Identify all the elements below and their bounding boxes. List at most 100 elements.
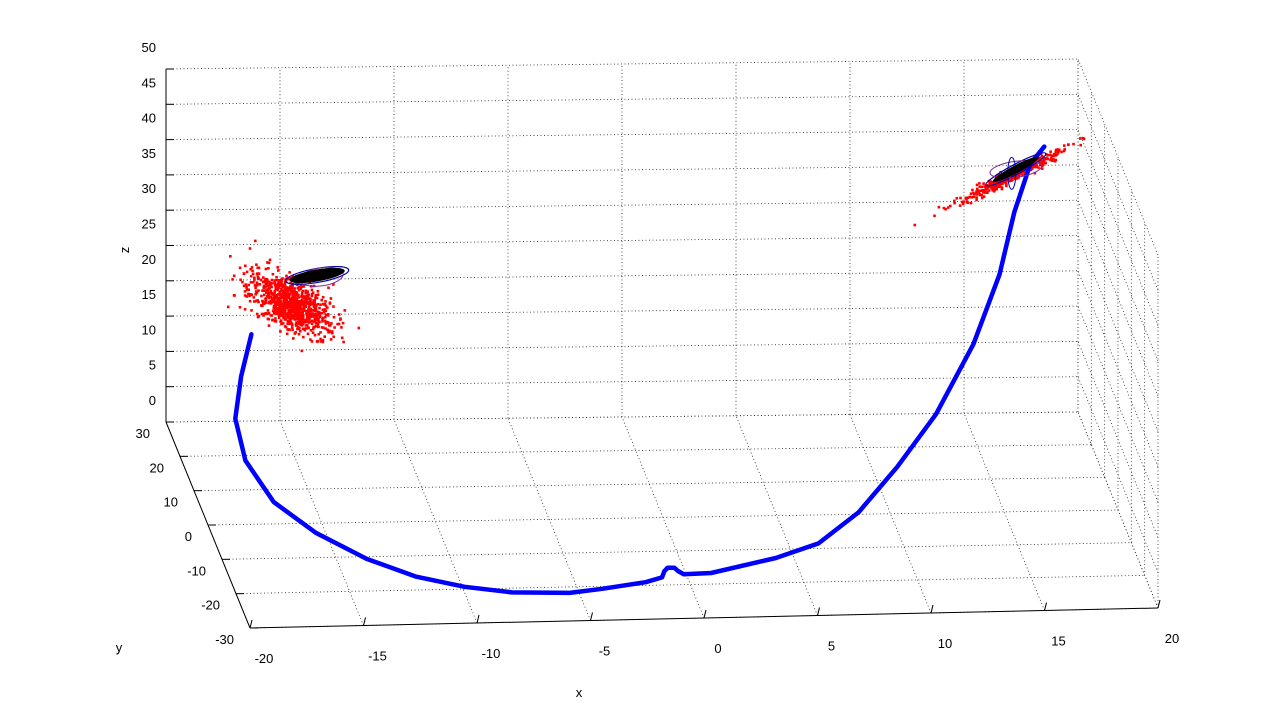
side-gridline-z xyxy=(1077,164,1159,362)
particle-point xyxy=(290,286,294,290)
particle-point xyxy=(275,294,278,297)
particle-point xyxy=(1050,154,1053,157)
particle-point xyxy=(324,304,328,308)
particle-point xyxy=(281,291,285,294)
particle-point xyxy=(997,173,1001,176)
particle-point xyxy=(984,191,987,194)
particle-point xyxy=(321,302,325,306)
particle-point xyxy=(267,267,270,270)
particle-point xyxy=(262,289,266,293)
particle-point xyxy=(316,310,320,314)
particle-point xyxy=(313,301,317,304)
particle-point xyxy=(285,300,288,304)
particle-point xyxy=(1063,148,1066,151)
particle-point xyxy=(262,312,266,316)
particle-point xyxy=(978,185,982,188)
particle-point xyxy=(293,287,296,290)
particle-point xyxy=(282,289,286,292)
particle-point xyxy=(257,266,261,270)
particle-point xyxy=(275,312,279,316)
particle-point xyxy=(287,295,291,298)
particle-point xyxy=(309,309,313,312)
particle-point xyxy=(321,295,325,299)
particle-point xyxy=(317,317,320,320)
particle-point xyxy=(326,306,329,309)
particle-point xyxy=(972,195,976,199)
particle-point xyxy=(331,331,334,335)
side-gridline-z xyxy=(1077,94,1159,291)
particle-point xyxy=(292,337,295,340)
particle-point xyxy=(964,196,968,200)
particle-point xyxy=(295,293,298,297)
particle-point xyxy=(307,311,310,314)
floor-gridline-y xyxy=(193,476,1105,492)
particle-point xyxy=(262,284,266,288)
particle-cloud xyxy=(226,239,361,353)
particle-point xyxy=(966,196,970,199)
particle-point xyxy=(278,291,281,294)
particle-point xyxy=(1049,150,1052,153)
particle-point xyxy=(260,312,264,316)
particle-point xyxy=(291,296,294,300)
particle-point xyxy=(332,283,335,286)
particle-point xyxy=(288,286,291,290)
particle-point xyxy=(1034,163,1038,166)
particle-point xyxy=(1040,155,1044,158)
particle-point xyxy=(276,293,280,296)
particle-point xyxy=(251,269,254,273)
particle-point xyxy=(281,294,284,298)
particle-point xyxy=(959,196,962,200)
particle-point xyxy=(289,281,292,285)
particle-point xyxy=(320,326,324,329)
particle-point xyxy=(309,315,312,319)
particle-point xyxy=(327,321,330,325)
floor-gridline-x xyxy=(849,414,932,614)
particle-point xyxy=(1046,153,1050,157)
particle-point xyxy=(327,313,330,316)
particle-point xyxy=(326,328,329,332)
particle-point xyxy=(946,206,950,209)
particle-point xyxy=(1041,162,1044,165)
particle-point xyxy=(305,297,308,300)
particle-point xyxy=(332,315,336,319)
particle-point xyxy=(321,317,324,321)
particle-point xyxy=(275,275,278,279)
particle-point xyxy=(305,327,308,330)
particle-point xyxy=(300,301,304,304)
y-tick-label: 30 xyxy=(136,426,150,441)
particle-point xyxy=(975,196,978,199)
particle-point xyxy=(321,320,324,323)
particle-point xyxy=(263,280,267,284)
floor-gridline-x xyxy=(507,418,591,621)
z-tick-label: 20 xyxy=(142,252,156,267)
particle-point xyxy=(298,309,301,312)
particle-point xyxy=(262,276,265,279)
particle-point xyxy=(279,330,282,333)
particle-point xyxy=(995,185,999,188)
particle-point xyxy=(241,280,244,284)
x-tick-label: 20 xyxy=(1165,631,1179,646)
particle-point xyxy=(327,286,330,290)
particle-point xyxy=(283,311,286,315)
particle-point xyxy=(243,294,247,297)
particle-point xyxy=(290,300,293,303)
particle-point xyxy=(993,188,996,192)
particle-point xyxy=(257,289,260,292)
particle-point xyxy=(280,307,284,311)
particle-point xyxy=(332,305,335,308)
particle-point xyxy=(1003,180,1006,183)
particle-point xyxy=(961,202,965,206)
particle-point xyxy=(275,309,278,312)
particle-point xyxy=(960,200,964,204)
particle-point xyxy=(255,281,259,284)
particle-point xyxy=(313,299,316,302)
particle-point xyxy=(316,339,320,343)
particle-point xyxy=(243,308,247,311)
side-gridline-z xyxy=(1077,200,1159,397)
particle-point xyxy=(286,316,290,319)
particle-point xyxy=(301,320,304,323)
particle-point xyxy=(1005,184,1008,188)
particle-point xyxy=(249,268,252,271)
particle-point xyxy=(975,183,979,187)
particle-point xyxy=(242,272,246,276)
